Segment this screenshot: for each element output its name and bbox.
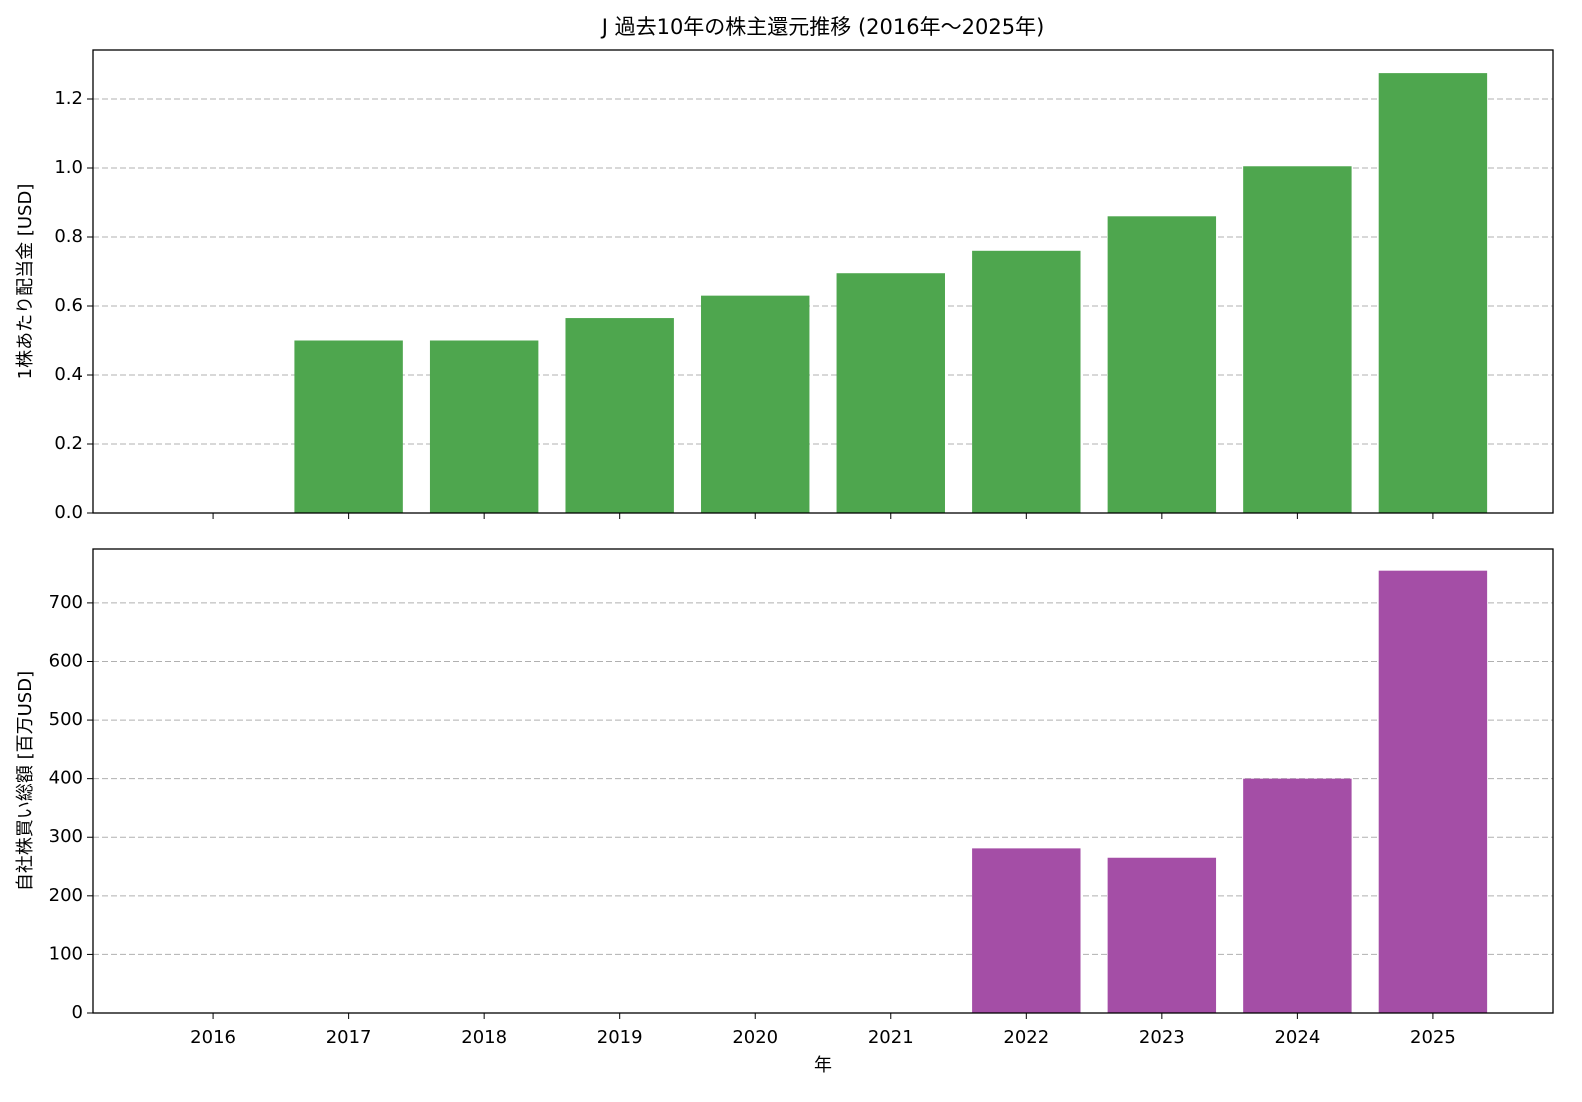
bar bbox=[565, 318, 674, 513]
y-tick-label: 700 bbox=[49, 592, 83, 613]
y-tick-label: 0.4 bbox=[54, 364, 83, 385]
y-tick-label: 200 bbox=[49, 885, 83, 906]
plot-frame bbox=[92, 548, 1554, 1014]
x-tick-label: 2016 bbox=[190, 1027, 236, 1048]
y-tick-label: 100 bbox=[49, 943, 83, 964]
x-tick-label: 2024 bbox=[1274, 1027, 1320, 1048]
y-tick-label: 300 bbox=[49, 826, 83, 847]
y-tick-label: 500 bbox=[49, 709, 83, 730]
bar bbox=[1378, 73, 1488, 513]
y-tick-label: 0.8 bbox=[54, 226, 83, 247]
y-tick-label: 0.2 bbox=[54, 433, 83, 454]
bar bbox=[1378, 570, 1488, 1013]
y-tick-label: 0.0 bbox=[54, 502, 83, 523]
bar bbox=[294, 340, 403, 513]
y-tick-label: 0.6 bbox=[54, 295, 83, 316]
bar bbox=[429, 340, 539, 513]
y-tick-label: 0 bbox=[72, 1002, 83, 1023]
plot-frame bbox=[92, 49, 1554, 514]
x-tick-label: 2025 bbox=[1410, 1027, 1456, 1048]
x-tick-label: 2022 bbox=[1003, 1027, 1049, 1048]
y-axis-label: 1株あたり配当金 [USD] bbox=[15, 184, 36, 380]
bar bbox=[972, 848, 1081, 1013]
x-tick-label: 2020 bbox=[732, 1027, 778, 1048]
bar bbox=[1107, 857, 1217, 1013]
x-axis-label: 年 bbox=[814, 1055, 832, 1076]
y-tick-label: 1.2 bbox=[54, 88, 83, 109]
x-tick-label: 2021 bbox=[868, 1027, 914, 1048]
x-tick-label: 2018 bbox=[461, 1027, 507, 1048]
bar bbox=[1243, 166, 1352, 513]
chart-title: J 過去10年の株主還元推移 (2016年～2025年) bbox=[600, 15, 1045, 39]
bar bbox=[1243, 778, 1352, 1013]
bar bbox=[836, 273, 945, 513]
y-tick-label: 600 bbox=[49, 650, 83, 671]
y-tick-label: 400 bbox=[49, 768, 83, 789]
x-tick-label: 2019 bbox=[597, 1027, 643, 1048]
x-tick-label: 2023 bbox=[1139, 1027, 1185, 1048]
bar bbox=[972, 250, 1081, 513]
x-tick-label: 2017 bbox=[326, 1027, 372, 1048]
y-axis-label: 自社株買い総額 [百万USD] bbox=[15, 671, 36, 891]
bar bbox=[701, 295, 810, 513]
y-tick-label: 1.0 bbox=[54, 157, 83, 178]
bar bbox=[1107, 216, 1217, 514]
